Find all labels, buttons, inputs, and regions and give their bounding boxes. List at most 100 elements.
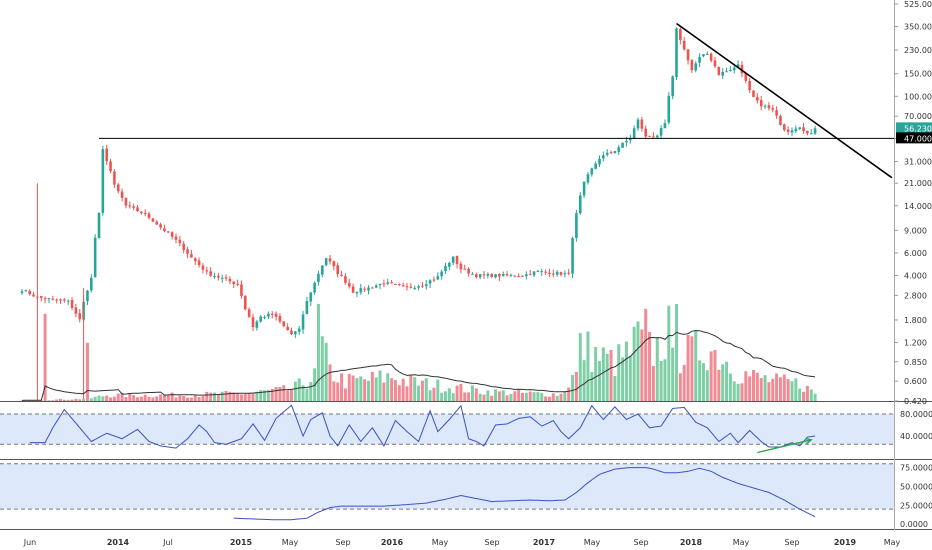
candle[interactable] (686, 49, 690, 61)
candle[interactable] (763, 105, 767, 107)
candle[interactable] (775, 110, 778, 116)
candle[interactable] (294, 331, 297, 335)
candle[interactable] (232, 281, 236, 285)
candle[interactable] (478, 274, 482, 278)
candle[interactable] (132, 206, 135, 208)
candle[interactable] (532, 271, 536, 276)
candle[interactable] (128, 205, 132, 207)
candle[interactable] (324, 258, 328, 266)
candle[interactable] (390, 282, 393, 284)
candle[interactable] (20, 291, 24, 294)
candle[interactable] (794, 128, 798, 132)
candle[interactable] (163, 228, 166, 232)
candle[interactable] (78, 313, 82, 320)
candle[interactable] (682, 40, 686, 50)
candle[interactable] (505, 274, 509, 276)
candle[interactable] (167, 231, 170, 233)
candle[interactable] (247, 309, 251, 318)
candle[interactable] (779, 116, 782, 125)
candle[interactable] (655, 135, 659, 138)
candle[interactable] (386, 282, 390, 284)
candle[interactable] (305, 300, 309, 315)
candle[interactable] (193, 258, 197, 262)
candle[interactable] (186, 249, 189, 254)
candle[interactable] (374, 285, 378, 288)
candle[interactable] (197, 260, 201, 266)
candle[interactable] (528, 274, 532, 276)
candle[interactable] (93, 237, 97, 278)
candle[interactable] (267, 313, 270, 317)
candle[interactable] (340, 274, 343, 276)
candle[interactable] (802, 127, 805, 132)
candle[interactable] (702, 54, 705, 57)
candle[interactable] (417, 286, 420, 288)
candle[interactable] (363, 288, 366, 290)
candle[interactable] (290, 330, 293, 334)
candle[interactable] (355, 292, 359, 294)
price-axis[interactable]: 525.000 350.000 230.000 150.000 100.000 70.00… (894, 0, 932, 530)
candle[interactable] (55, 299, 58, 301)
candle[interactable] (39, 296, 43, 298)
candle[interactable] (725, 71, 728, 73)
candle[interactable] (590, 168, 594, 175)
candle[interactable] (521, 275, 524, 277)
candle[interactable] (174, 236, 178, 240)
candle[interactable] (448, 262, 451, 267)
candle[interactable] (732, 67, 736, 71)
candle[interactable] (451, 256, 455, 263)
candle[interactable] (105, 148, 108, 162)
candle[interactable] (59, 299, 62, 301)
candle[interactable] (317, 273, 320, 283)
candle[interactable] (70, 300, 74, 309)
candle[interactable] (321, 265, 324, 275)
candle[interactable] (424, 284, 428, 287)
candle[interactable] (286, 326, 289, 331)
candle[interactable] (263, 316, 266, 318)
candle[interactable] (767, 105, 771, 109)
candle[interactable] (690, 60, 694, 71)
candle[interactable] (436, 276, 440, 280)
candle[interactable] (648, 135, 651, 137)
candle[interactable] (667, 95, 671, 123)
candle[interactable] (586, 174, 590, 183)
candle[interactable] (28, 290, 31, 295)
candle[interactable] (640, 119, 644, 129)
candle[interactable] (625, 140, 628, 143)
candle[interactable] (213, 275, 216, 277)
candle[interactable] (459, 263, 463, 270)
candle[interactable] (405, 286, 409, 288)
candle[interactable] (240, 284, 243, 297)
candle[interactable] (205, 270, 209, 272)
candle[interactable] (309, 292, 313, 302)
candle[interactable] (347, 282, 351, 287)
price-pane[interactable] (0, 26, 932, 402)
candle[interactable] (675, 28, 678, 78)
candle[interactable] (170, 232, 174, 237)
candle[interactable] (783, 124, 786, 131)
candle[interactable] (494, 274, 497, 278)
candle[interactable] (578, 195, 582, 214)
candle[interactable] (575, 213, 578, 238)
candle[interactable] (217, 275, 220, 278)
candle[interactable] (182, 243, 185, 250)
candle[interactable] (536, 270, 540, 272)
candle[interactable] (74, 307, 78, 314)
candle[interactable] (756, 97, 759, 101)
candle[interactable] (498, 273, 501, 277)
candle[interactable] (409, 286, 413, 288)
candle[interactable] (120, 191, 124, 198)
candle[interactable] (525, 274, 528, 277)
candle[interactable] (378, 283, 382, 285)
candle[interactable] (613, 151, 617, 154)
time-axis[interactable]: Jun 2014 Jul 2015 May Sep 2016 May Sep 2017 May Sep… (23, 538, 901, 547)
candle[interactable] (147, 213, 151, 218)
candle[interactable] (559, 272, 563, 275)
candle[interactable] (109, 161, 112, 172)
candle[interactable] (594, 163, 597, 169)
candle[interactable] (43, 298, 47, 300)
candle[interactable] (602, 155, 605, 159)
candle[interactable] (636, 119, 640, 129)
candle[interactable] (790, 130, 794, 133)
candle[interactable] (721, 71, 724, 76)
